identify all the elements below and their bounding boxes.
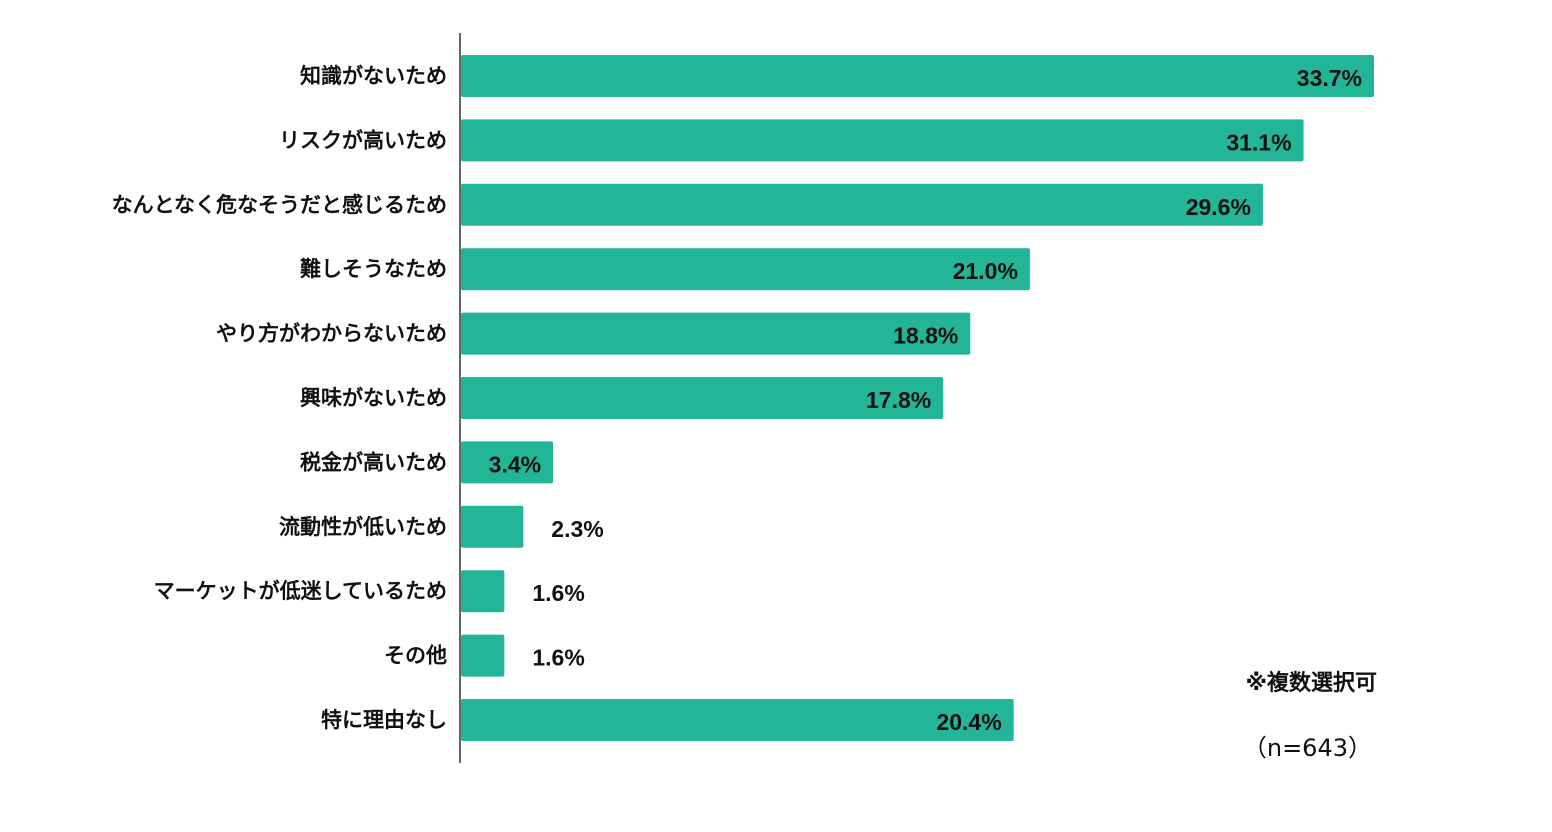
sample-size-note: （n=643） bbox=[1242, 734, 1372, 762]
value-label: 18.8% bbox=[893, 323, 958, 349]
value-label: 31.1% bbox=[1226, 129, 1291, 155]
category-label: リスクが高いため bbox=[279, 128, 447, 152]
bar bbox=[461, 505, 524, 548]
value-label: 1.6% bbox=[532, 580, 584, 606]
category-label: なんとなく危なそうだと感じるため bbox=[112, 193, 447, 217]
category-label: その他 bbox=[384, 644, 447, 668]
category-label: マーケットが低迷しているため bbox=[154, 579, 447, 603]
bar bbox=[461, 183, 1263, 226]
bar bbox=[461, 312, 971, 355]
bar bbox=[461, 119, 1304, 162]
category-label: 興味がないため bbox=[300, 386, 447, 410]
bar bbox=[461, 570, 505, 613]
value-label: 2.3% bbox=[551, 516, 603, 542]
bar bbox=[461, 441, 554, 484]
bar bbox=[461, 248, 1030, 291]
category-label: 流動性が低いため bbox=[279, 515, 447, 539]
category-label: 特に理由なし bbox=[321, 708, 447, 732]
category-label: 難しそうなため bbox=[300, 257, 447, 281]
value-label: 29.6% bbox=[1186, 194, 1251, 220]
category-label: 知識がないため bbox=[300, 64, 447, 88]
bars-layer: 知識がないため 33.7% リスクが高いため 31.1% なんとなく危なそうだと感じるた… bbox=[112, 55, 1374, 741]
bar bbox=[461, 699, 1014, 741]
value-label: 17.8% bbox=[866, 387, 931, 413]
bar bbox=[461, 55, 1374, 97]
value-label: 33.7% bbox=[1297, 65, 1362, 91]
bar bbox=[461, 377, 944, 419]
category-label: 税金が高いため bbox=[300, 450, 447, 474]
value-label: 1.6% bbox=[532, 645, 584, 671]
value-label: 3.4% bbox=[489, 451, 541, 477]
bar bbox=[461, 634, 505, 677]
value-label: 20.4% bbox=[936, 709, 1001, 735]
value-label: 21.0% bbox=[953, 258, 1018, 284]
category-label: やり方がわからないため bbox=[216, 322, 447, 346]
multiple-choice-note: ※複数選択可 bbox=[1245, 671, 1377, 696]
